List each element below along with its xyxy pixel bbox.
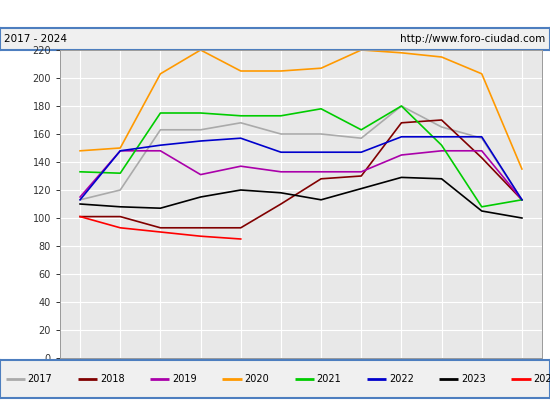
Text: 2021: 2021 bbox=[317, 374, 342, 384]
Text: http://www.foro-ciudad.com: http://www.foro-ciudad.com bbox=[400, 34, 546, 44]
Text: Evolucion del paro registrado en Cañete de las Torres: Evolucion del paro registrado en Cañete … bbox=[87, 8, 463, 20]
Text: 2019: 2019 bbox=[172, 374, 197, 384]
Text: 2018: 2018 bbox=[100, 374, 124, 384]
Text: 2022: 2022 bbox=[389, 374, 414, 384]
Text: 2017: 2017 bbox=[28, 374, 52, 384]
Text: 2020: 2020 bbox=[244, 374, 269, 384]
Text: 2024: 2024 bbox=[534, 374, 550, 384]
Text: 2017 - 2024: 2017 - 2024 bbox=[4, 34, 68, 44]
Text: 2023: 2023 bbox=[461, 374, 486, 384]
